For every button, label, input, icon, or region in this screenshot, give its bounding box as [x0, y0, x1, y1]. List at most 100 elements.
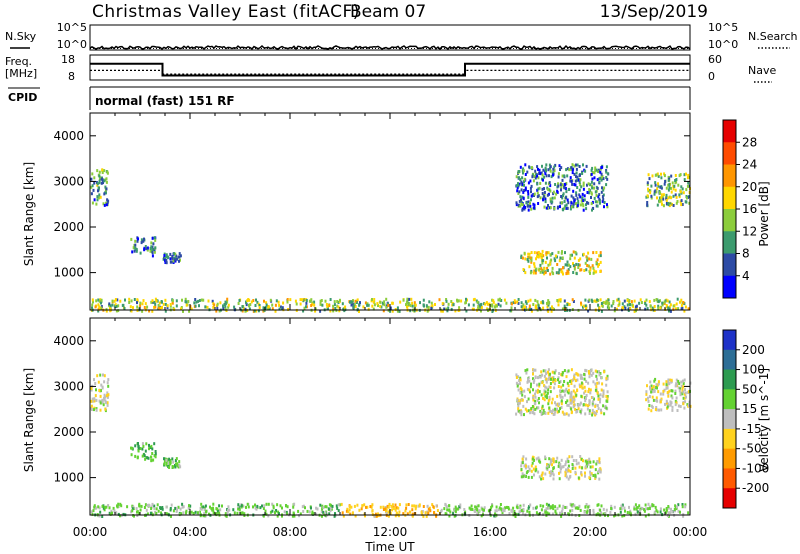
nave-tick-high: 60	[708, 53, 722, 66]
beam-label: Beam 07	[350, 2, 426, 22]
power-ytick-label-1: 3000	[53, 174, 84, 188]
velocity-region-1	[340, 502, 441, 518]
x-tick-label-3: 12:00	[373, 525, 408, 539]
power-colorbar-swatch-0	[723, 120, 736, 143]
nave-line	[90, 69, 690, 75]
freq-nave-series	[90, 62, 690, 77]
velocity-colorbar-swatch-2	[723, 369, 736, 390]
velocity-heatmap	[90, 368, 692, 518]
power-ylabel: Slant Range [km]	[22, 162, 36, 266]
power-region-1	[90, 168, 110, 207]
velocity-colorbar-swatch-1	[723, 349, 736, 371]
velocity-colorbar-tick-0: 200	[742, 343, 765, 357]
velocity-region-4	[130, 442, 157, 463]
velocity-region-5	[163, 457, 182, 469]
power-colorbar-swatch-2	[723, 164, 736, 188]
velocity-colorbar-swatch-3	[723, 389, 736, 410]
power-axis: 4000 3000 2000 1000	[53, 113, 691, 310]
freq-panel-frame	[89, 54, 691, 81]
x-tick-label-4: 16:00	[473, 525, 508, 539]
velocity-colorbar-swatch-4	[723, 409, 736, 430]
power-region-2	[130, 236, 157, 258]
power-region-4	[520, 249, 602, 276]
power-colorbar-swatch-4	[723, 209, 736, 232]
freq-label: Freq.	[5, 55, 32, 68]
x-tick-label-5: 20:00	[573, 525, 608, 539]
velocity-colorbar-tick-3: 15	[742, 402, 757, 416]
cpid-label: CPID	[8, 91, 37, 104]
power-region-5	[515, 163, 610, 212]
x-tick-label-2: 08:00	[273, 525, 308, 539]
x-tick-label-1: 04:00	[173, 525, 208, 539]
velocity-ytick-label-3: 1000	[53, 471, 84, 485]
velocity-region-7	[515, 368, 609, 417]
noise-tick-low-right: 10^0	[708, 38, 738, 51]
velocity-colorbar-label: Velocity [m s^-1]	[757, 368, 771, 472]
power-colorbar-tick-5: 8	[742, 247, 750, 261]
nave-tick-low: 0	[708, 70, 715, 83]
noise-series	[89, 44, 691, 51]
power-ytick-label-3: 1000	[53, 266, 84, 280]
velocity-colorbar-tick-6: -100	[742, 461, 769, 475]
freq-unit-label: [MHz]	[5, 67, 37, 80]
nsky-label: N.Sky	[5, 30, 37, 43]
velocity-colorbar-swatch-8	[723, 488, 736, 509]
noise-tick-high-right: 10^5	[708, 21, 738, 34]
velocity-ytick-label-0: 4000	[53, 334, 84, 348]
x-axis-label: Time UT	[364, 540, 415, 554]
power-colorbar-swatch-3	[723, 186, 736, 210]
velocity-colorbar-tick-5: -50	[742, 442, 762, 456]
power-colorbar-tick-0: 28	[742, 135, 757, 149]
velocity-axis: 4000 3000 2000 1000	[53, 318, 691, 515]
power-ytick-label-2: 2000	[53, 220, 84, 234]
power-colorbar-tick-2: 20	[742, 180, 757, 194]
date-label: 13/Sep/2019	[600, 2, 708, 22]
power-colorbar: 28 24 20 16 12 8 4	[722, 119, 757, 299]
power-colorbar-tick-4: 12	[742, 224, 757, 238]
power-colorbar-swatch-1	[723, 142, 736, 165]
noise-tick-low-left: 10^0	[57, 38, 87, 51]
power-region-6	[645, 172, 691, 208]
velocity-ylabel: Slant Range [km]	[22, 368, 36, 472]
power-colorbar-swatch-5	[723, 231, 736, 254]
x-tick-labels: 00:00 04:00 08:00 12:00 16:00 20:00 00:00	[73, 525, 708, 539]
x-tick-label-0: 00:00	[73, 525, 108, 539]
power-heatmap	[90, 163, 691, 313]
velocity-colorbar-swatch-6	[723, 448, 736, 469]
power-colorbar-label: Power [dB]	[757, 181, 771, 246]
radar-title: Christmas Valley East (fitACF)	[92, 2, 360, 22]
nsearch-label: N.Search	[748, 30, 798, 43]
velocity-ytick-label-2: 2000	[53, 425, 84, 439]
power-ytick-label-0: 4000	[53, 129, 84, 143]
power-panel-frame	[89, 112, 691, 311]
velocity-region-6	[520, 455, 602, 481]
velocity-region-8	[645, 377, 692, 413]
x-tick-label-6: 00:00	[673, 525, 708, 539]
velocity-colorbar-swatch-0	[723, 330, 736, 351]
freq-tick-low: 8	[68, 70, 75, 83]
noise-tick-high-left: 10^5	[57, 21, 87, 34]
freq-tick-high: 18	[61, 53, 75, 66]
nave-label: Nave	[748, 64, 776, 77]
velocity-colorbar-swatch-5	[723, 428, 736, 450]
freq-line	[90, 62, 690, 77]
velocity-colorbar-tick-4: -15	[742, 422, 762, 436]
velocity-colorbar: 200 100 50 15 -15 -50 -100 -200	[722, 329, 769, 509]
velocity-colorbar-swatch-7	[723, 468, 736, 489]
power-colorbar-tick-6: 4	[742, 269, 750, 283]
power-colorbar-swatch-7	[723, 275, 736, 299]
power-colorbar-tick-1: 24	[742, 158, 757, 172]
velocity-colorbar-tick-2: 50	[742, 382, 757, 396]
velocity-colorbar-tick-1: 100	[742, 363, 765, 377]
velocity-colorbar-tick-7: -200	[742, 481, 769, 495]
velocity-region-2	[440, 502, 690, 518]
velocity-ytick-label-1: 3000	[53, 379, 84, 393]
power-region-3	[162, 252, 182, 265]
power-colorbar-tick-3: 16	[742, 202, 757, 216]
cpid-value: normal (fast) 151 RF	[95, 94, 235, 108]
velocity-region-3	[90, 373, 110, 413]
power-colorbar-swatch-6	[723, 253, 736, 277]
velocity-panel-frame	[89, 317, 691, 516]
noise-panel-frame	[89, 24, 691, 51]
